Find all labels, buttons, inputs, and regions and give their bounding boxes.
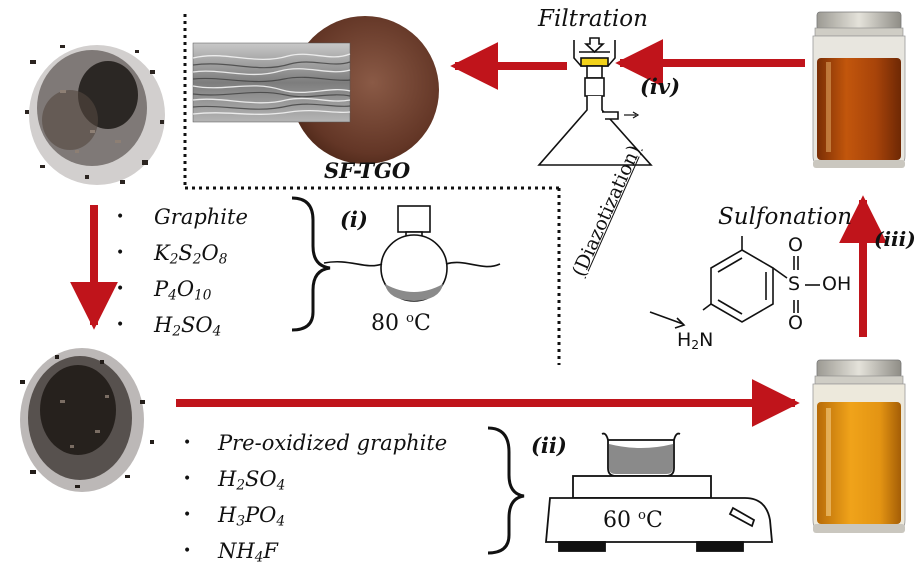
sulfonation-label: Sulfonation [718, 204, 853, 230]
reagent-ii-h2so4: H2SO4 [181, 464, 447, 500]
step-iv-label: (iv) [640, 74, 681, 99]
step-ii-label: (ii) [531, 433, 567, 458]
step-iii-label: (iii) [874, 227, 916, 251]
reagent-i-h2so4: H2SO4 [114, 310, 248, 346]
step-i-reagent-list: GraphiteK2S2O8P4O10H2SO4 [114, 202, 248, 346]
graphite-pile-top [25, 45, 165, 185]
reagent-ii-h3po4: H3PO4 [181, 500, 447, 536]
amine-group-label: H2N [677, 329, 714, 353]
round-bottom-flask [323, 205, 501, 302]
sulfur-atom: S [788, 273, 801, 295]
synthesis-scheme: Filtration (iv) SF-TGO Sulfonation (iii)… [0, 0, 921, 558]
process-arrows [70, 39, 887, 427]
reagent-ii-nh4f: NH4F [181, 536, 447, 572]
filtration-label: Filtration [538, 6, 648, 32]
product-box-frame [183, 14, 561, 365]
brace-step-i [291, 196, 331, 332]
reagent-ii-pre-oxidized-graphite: Pre-oxidized graphite [181, 428, 447, 464]
hot-plate-beaker [545, 432, 773, 552]
sulfanilic-acid-structure [649, 236, 820, 329]
graphite-pile-bottom [20, 348, 154, 492]
diazotization-arrow [649, 311, 684, 325]
hydroxyl-group: OH [822, 273, 852, 295]
step-i-label: (i) [340, 207, 368, 232]
reagent-i-k2s2o8: K2S2O8 [114, 238, 248, 274]
temperature-step-ii: 60 oC [603, 508, 663, 533]
reagent-i-p4o10: P4O10 [114, 274, 248, 310]
jar-oxidized [812, 359, 906, 533]
jar-sulfonated [812, 11, 906, 168]
temperature-step-i: 80 oC [371, 311, 431, 336]
scheme-graphics [20, 11, 906, 555]
step-ii-reagent-list: Pre-oxidized graphiteH2SO4H3PO4NH4F [181, 428, 447, 572]
sf-tgo-label: SF-TGO [324, 158, 411, 183]
reagent-i-graphite: Graphite [114, 202, 248, 238]
brace-step-ii [487, 426, 525, 555]
sf-tgo-membrane [192, 16, 439, 164]
oxygen-bottom: O [788, 312, 803, 334]
oxygen-top: O [788, 234, 803, 256]
filtration-flask [537, 37, 653, 166]
